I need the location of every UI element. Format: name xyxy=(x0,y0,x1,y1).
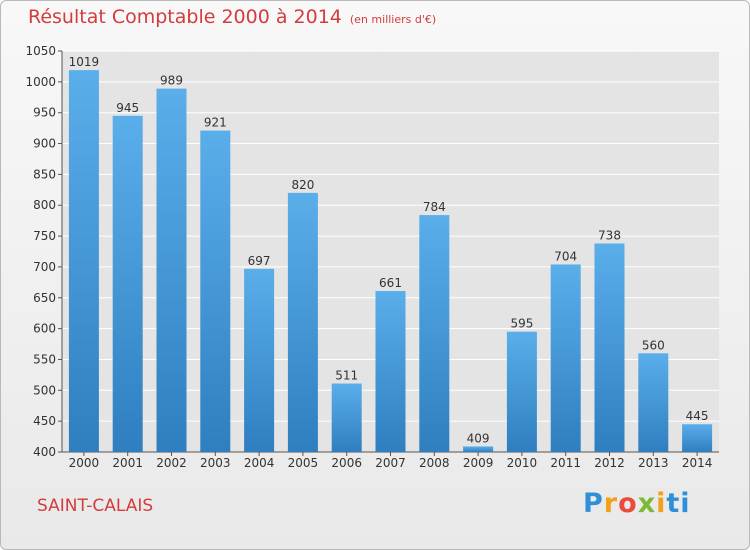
x-tick-label: 2006 xyxy=(331,456,362,470)
bar-value-label: 704 xyxy=(554,249,577,263)
bar-value-label: 445 xyxy=(686,409,709,423)
bar xyxy=(156,88,187,452)
bar-value-label: 921 xyxy=(204,116,227,130)
x-tick-label: 2005 xyxy=(288,456,319,470)
y-tick-label: 750 xyxy=(33,229,56,243)
chart-title-text: Résultat Comptable 2000 à 2014 xyxy=(28,6,342,28)
bar xyxy=(550,264,581,452)
bar xyxy=(506,331,537,452)
bar-value-label: 661 xyxy=(379,276,402,290)
x-tick-label: 2003 xyxy=(200,456,231,470)
x-tick-label: 2010 xyxy=(507,456,538,470)
bar-value-label: 784 xyxy=(423,200,446,214)
x-tick-label: 2004 xyxy=(244,456,275,470)
y-tick-label: 900 xyxy=(33,137,56,151)
y-tick-label: 650 xyxy=(33,291,56,305)
y-tick-label: 550 xyxy=(33,352,56,366)
bar-value-label: 511 xyxy=(335,369,358,383)
city-name: SAINT-CALAIS xyxy=(37,496,154,516)
bar xyxy=(419,215,450,452)
bar xyxy=(200,130,231,453)
bar xyxy=(638,353,669,452)
bar xyxy=(287,192,318,452)
bar xyxy=(68,70,99,452)
y-tick-label: 1000 xyxy=(25,75,56,89)
bar xyxy=(463,446,494,452)
y-tick-label: 600 xyxy=(33,322,56,336)
chart-subtitle: (en milliers d'€) xyxy=(349,13,437,26)
x-tick-label: 2011 xyxy=(550,456,581,470)
y-tick-label: 450 xyxy=(33,414,56,428)
bar-value-label: 989 xyxy=(160,74,183,88)
bar xyxy=(594,243,625,452)
x-tick-label: 2014 xyxy=(682,456,713,470)
y-tick-label: 500 xyxy=(33,383,56,397)
y-tick-label: 800 xyxy=(33,198,56,212)
y-tick-label: 950 xyxy=(33,106,56,120)
y-tick-label: 400 xyxy=(33,445,56,459)
bar xyxy=(112,115,143,453)
y-tick-label: 700 xyxy=(33,260,56,274)
bar-value-label: 560 xyxy=(642,338,665,352)
bar-value-label: 1019 xyxy=(69,55,100,69)
bar-value-label: 697 xyxy=(248,254,271,268)
y-tick-label: 1050 xyxy=(25,44,56,58)
bar xyxy=(244,268,275,452)
bar-value-label: 945 xyxy=(116,101,139,115)
bar-value-label: 738 xyxy=(598,228,621,242)
bar xyxy=(375,290,406,452)
bar-value-label: 595 xyxy=(510,317,533,331)
x-tick-label: 2012 xyxy=(594,456,625,470)
bar xyxy=(682,424,713,452)
x-tick-label: 2008 xyxy=(419,456,450,470)
chart-title: Résultat Comptable 2000 à 2014 (en millie… xyxy=(28,6,436,28)
bar-value-label: 820 xyxy=(291,178,314,192)
x-tick-label: 2001 xyxy=(112,456,143,470)
x-tick-label: 2007 xyxy=(375,456,406,470)
bar-value-label: 409 xyxy=(467,431,490,445)
x-tick-label: 2013 xyxy=(638,456,669,470)
x-tick-label: 2009 xyxy=(463,456,494,470)
proxiti-logo: Proxiti xyxy=(583,488,691,519)
y-tick-label: 850 xyxy=(33,167,56,181)
x-tick-label: 2002 xyxy=(156,456,187,470)
x-tick-label: 2000 xyxy=(69,456,100,470)
bar xyxy=(331,383,362,452)
